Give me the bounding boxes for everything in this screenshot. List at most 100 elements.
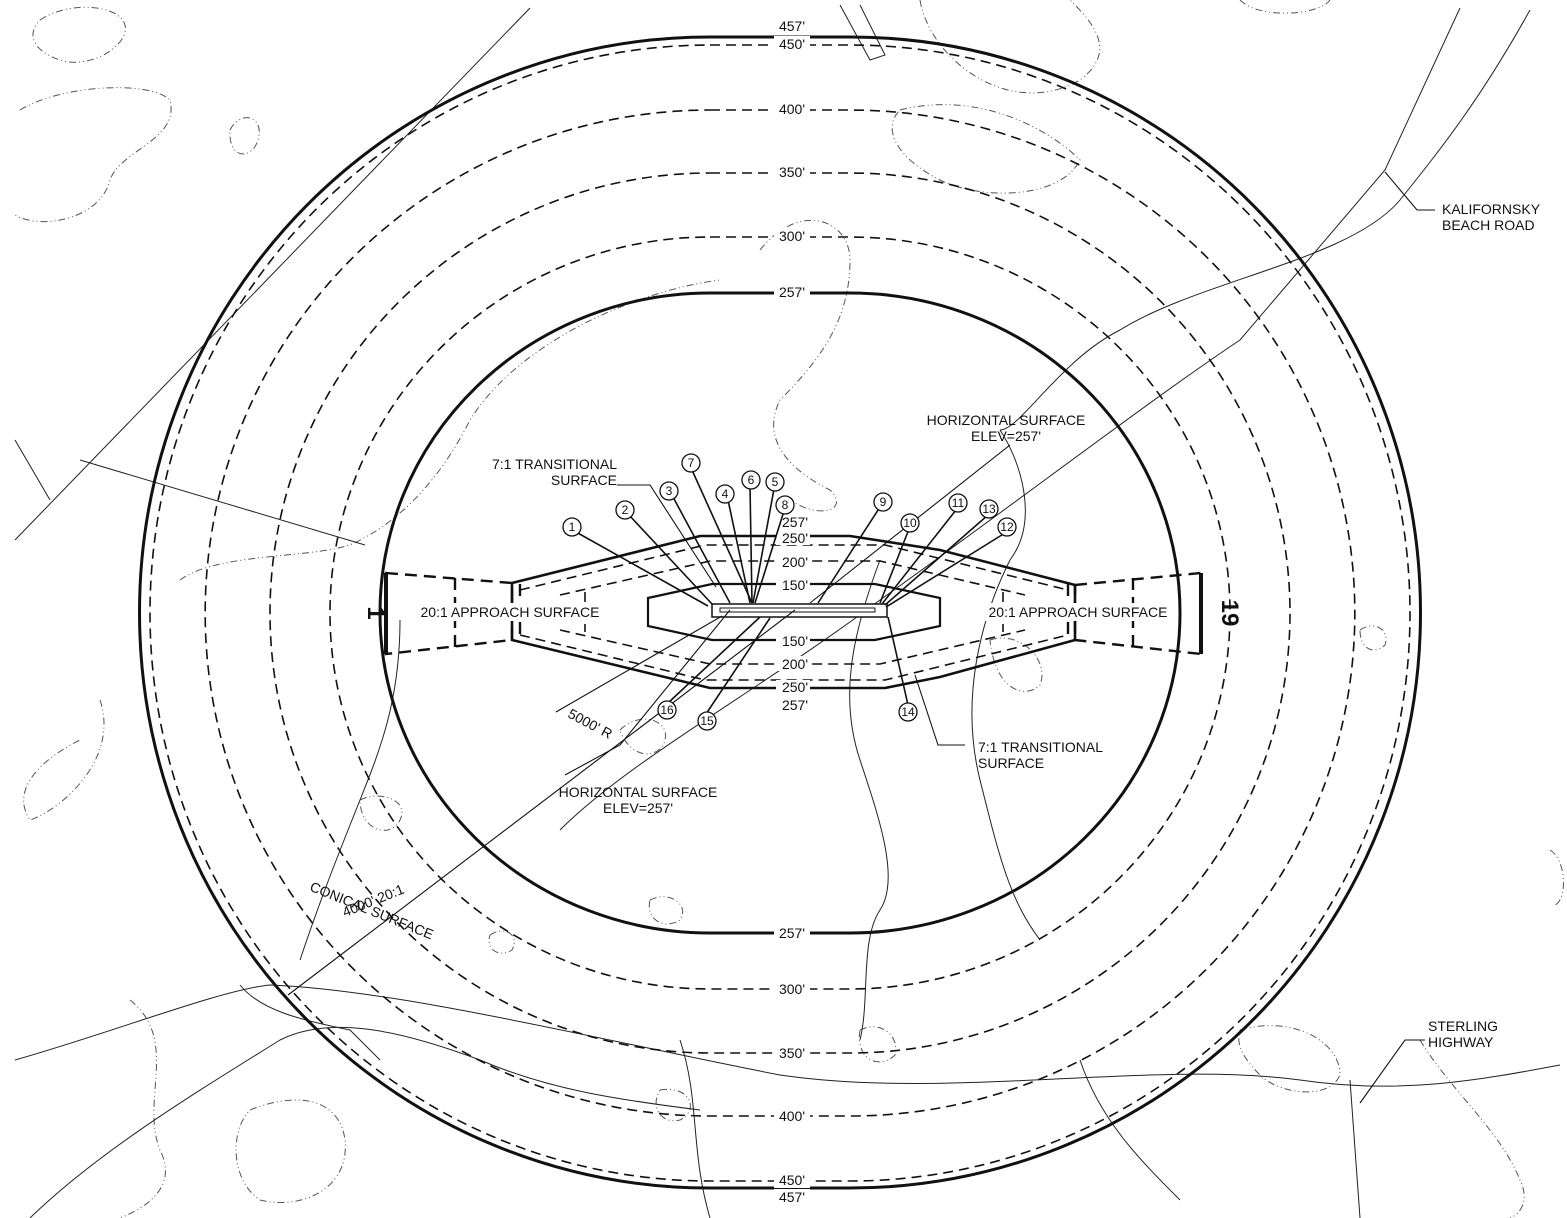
svg-text:14: 14 xyxy=(901,705,915,719)
callout-8: 8 xyxy=(775,495,795,515)
svg-text:1: 1 xyxy=(569,520,576,534)
callout-3: 3 xyxy=(659,481,679,501)
svg-text:2: 2 xyxy=(622,503,629,517)
horizontal-surface-257 xyxy=(378,291,1182,935)
wetland-boundary xyxy=(858,1026,897,1063)
svg-text:7: 7 xyxy=(688,456,695,470)
elev-label-257-top: 257' xyxy=(779,284,805,300)
elev-label-350-top: 350' xyxy=(779,164,805,180)
wetland-boundary xyxy=(759,220,851,512)
elev-label-transitional-250-top: 250' xyxy=(782,530,808,546)
approach-label-right: 20:1 APPROACH SURFACE xyxy=(989,604,1168,620)
svg-text:8: 8 xyxy=(782,498,789,512)
svg-text:6: 6 xyxy=(748,473,755,487)
contour-350 xyxy=(269,172,1291,1054)
wetland-boundary xyxy=(891,104,1081,194)
elev-label-300-top: 300' xyxy=(779,228,805,244)
callout-16: 16 xyxy=(657,700,677,720)
callout-10: 10 xyxy=(900,513,920,533)
horizontal-label-upper-2: ELEV=257' xyxy=(971,428,1041,444)
elev-label-450-top: 450' xyxy=(779,36,805,52)
callout-2: 2 xyxy=(615,500,635,520)
radius-label: 5000' R xyxy=(565,705,615,742)
callout-1: 1 xyxy=(562,517,582,537)
elev-label-transitional-250-bottom: 250' xyxy=(782,679,808,695)
elev-label-transitional-200-bottom: 200' xyxy=(782,656,808,672)
elev-label-transitional-257-bottom: 257' xyxy=(782,697,808,713)
annotation-labels: 7:1 TRANSITIONAL SURFACE HORIZONTAL SURF… xyxy=(308,201,1541,1050)
transitional-150 xyxy=(646,582,942,642)
elev-label-transitional-150-bottom: 150' xyxy=(782,633,808,649)
terrain-line xyxy=(14,439,51,501)
terrain-line xyxy=(1079,1059,1181,1201)
callout-12: 12 xyxy=(997,517,1017,537)
wetland-boundary xyxy=(235,1099,346,1203)
svg-text:5: 5 xyxy=(772,475,779,489)
highway-label-sterling: STERLING xyxy=(1428,1018,1498,1034)
wetland-boundary xyxy=(229,117,260,155)
elev-label-257-bottom: 257' xyxy=(779,925,805,941)
transitional-label-lower-2: SURFACE xyxy=(978,755,1044,771)
highway-label-sterling-2: HIGHWAY xyxy=(1428,1034,1494,1050)
svg-text:3: 3 xyxy=(666,484,673,498)
svg-text:13: 13 xyxy=(982,502,996,516)
wetland-boundary xyxy=(119,999,166,1218)
conical-ring-450 xyxy=(149,44,1411,1182)
outer-ring-457 xyxy=(138,35,1422,1190)
wetland-boundary xyxy=(179,279,721,581)
svg-text:15: 15 xyxy=(700,714,714,728)
elev-label-450-bottom: 450' xyxy=(779,1172,805,1188)
approach-surface-left xyxy=(384,571,514,656)
callout-7: 7 xyxy=(681,453,701,473)
elev-label-400-bottom: 400' xyxy=(779,1108,805,1124)
callout-6: 6 xyxy=(741,470,761,490)
terrain-line xyxy=(679,1039,711,1218)
elev-label-300-bottom: 300' xyxy=(779,981,805,997)
callout-markers: 1 2 3 4 5 6 7 8 9 10 11 12 13 14 15 16 xyxy=(562,453,1017,731)
wetland-boundary xyxy=(1549,849,1564,906)
elev-label-350-bottom: 350' xyxy=(779,1045,805,1061)
runway-centerline xyxy=(719,607,876,613)
sterling-highway xyxy=(14,984,1561,1087)
callout-9: 9 xyxy=(873,492,893,512)
elev-label-transitional-150-top: 150' xyxy=(782,577,808,593)
wetland-boundary xyxy=(14,87,172,222)
elevation-labels: 457' 450' 400' 350' 300' 257' 257' 300' … xyxy=(774,18,810,1205)
wetland-boundary xyxy=(488,930,515,954)
wetland-boundary xyxy=(648,896,684,925)
contour-300 xyxy=(329,236,1231,990)
transitional-label-lower: 7:1 TRANSITIONAL xyxy=(978,739,1103,755)
callout-13: 13 xyxy=(979,499,999,519)
svg-text:11: 11 xyxy=(952,496,965,510)
wetland-boundary xyxy=(1238,1025,1341,1093)
surface-contours xyxy=(138,35,1422,1190)
terrain-line xyxy=(849,559,889,1041)
secondary-road xyxy=(29,1026,701,1218)
wetland-boundary xyxy=(23,699,105,821)
terrain-line xyxy=(1349,1079,1361,1218)
svg-text:9: 9 xyxy=(880,495,887,509)
runway-number-1: 1 xyxy=(362,606,389,619)
callout-15: 15 xyxy=(697,711,717,731)
wetland-boundary xyxy=(1239,0,1331,14)
callout-14: 14 xyxy=(898,702,918,722)
elev-label-400-top: 400' xyxy=(779,101,805,117)
runway-number-19: 19 xyxy=(1216,600,1243,627)
secondary-road xyxy=(239,984,381,1061)
horizontal-label-upper: HORIZONTAL SURFACE xyxy=(927,412,1086,428)
wetland-boundary xyxy=(1359,625,1387,651)
svg-text:4: 4 xyxy=(722,487,729,501)
svg-text:16: 16 xyxy=(660,703,674,717)
terrain-line xyxy=(14,7,531,541)
svg-text:12: 12 xyxy=(1000,520,1014,534)
terrain-line xyxy=(79,459,366,546)
road-label-kalifornsky: KALIFORNSKY xyxy=(1442,201,1541,217)
runway xyxy=(711,603,888,618)
callout-4: 4 xyxy=(715,484,735,504)
terrain-line xyxy=(971,429,1041,941)
elev-label-transitional-200-top: 200' xyxy=(782,554,808,570)
wetland-boundary xyxy=(655,1088,691,1122)
approach-surfaces xyxy=(384,571,1203,656)
wetland-boundary xyxy=(359,795,403,831)
wetland-boundary xyxy=(32,6,126,63)
